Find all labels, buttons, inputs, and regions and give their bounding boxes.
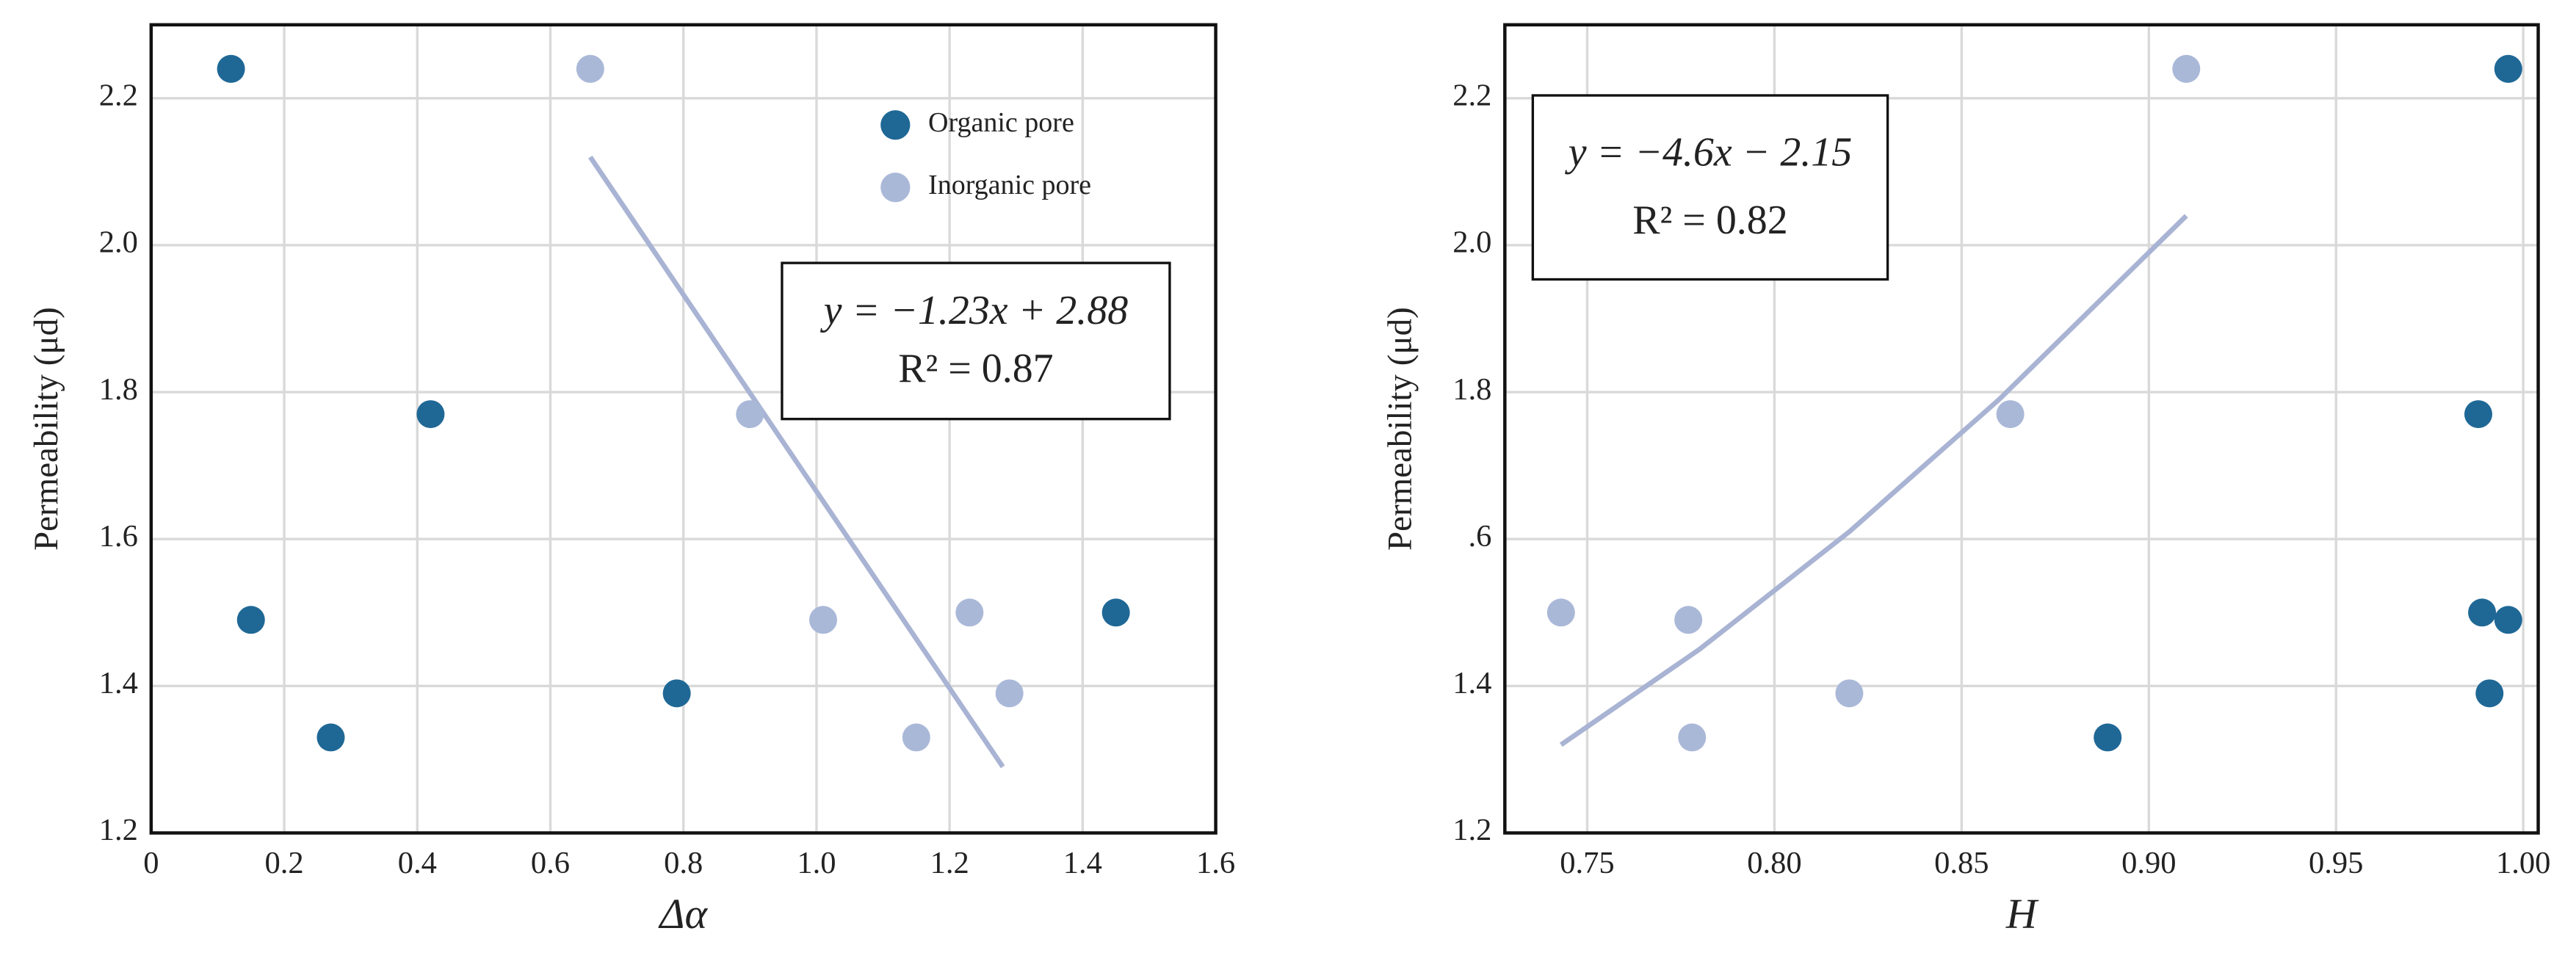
equation-box: [1531, 94, 1889, 281]
data-point: [736, 400, 764, 429]
data-point: [316, 723, 345, 752]
fit-line: [1559, 214, 2188, 747]
data-point: [2475, 679, 2504, 708]
fit-line: [588, 155, 1005, 769]
x-tick-label: 0.4: [398, 846, 437, 880]
plot-frame: [149, 23, 1218, 835]
data-point: [236, 606, 265, 634]
y-tick-label: 2.2: [99, 79, 138, 113]
x-tick-label: 1.0: [797, 846, 836, 880]
equation-text: R² = 0.87: [898, 346, 1053, 391]
data-point: [955, 598, 984, 627]
x-tick-label: 0.75: [1560, 846, 1614, 880]
x-tick-label: 0.90: [2121, 846, 2176, 880]
data-point: [1996, 400, 2025, 429]
y-tick-label: 1.8: [99, 372, 138, 407]
data-point: [1835, 679, 1864, 708]
data-point: [416, 400, 445, 429]
y-axis-label: Permeability (μd): [27, 307, 65, 551]
x-tick-label: 0.6: [531, 846, 570, 880]
x-tick-label: 0: [143, 846, 159, 880]
y-tick-label: 1.4: [1452, 666, 1491, 700]
data-point: [808, 606, 837, 634]
y-tick-label: 1.8: [1452, 372, 1491, 407]
data-point: [2172, 54, 2201, 83]
data-point: [2494, 54, 2522, 83]
data-point: [1101, 598, 1130, 627]
equation-box: [781, 261, 1171, 421]
x-tick-label: 0.8: [664, 846, 703, 880]
x-axis-label: H: [2005, 890, 2039, 938]
y-axis-label: Permeability (μd): [1381, 307, 1419, 551]
legend-marker: [880, 110, 911, 140]
x-tick-label: 1.6: [1196, 846, 1235, 880]
x-tick-label: 0.95: [2309, 846, 2363, 880]
data-point: [2494, 606, 2522, 634]
y-tick-label: 1.6: [99, 519, 138, 554]
x-tick-label: 1.4: [1063, 846, 1102, 880]
x-axis-label: Δα: [658, 890, 708, 938]
data-point: [217, 54, 245, 83]
data-point: [1546, 598, 1575, 627]
y-tick-label: 1.2: [1452, 813, 1491, 847]
data-point: [2464, 400, 2492, 429]
plot-frame: [1503, 23, 2540, 835]
x-tick-label: 0.85: [1934, 846, 1989, 880]
y-tick-label: 2.0: [99, 225, 138, 260]
equation-text: R² = 0.82: [1632, 198, 1787, 243]
data-point: [576, 54, 604, 83]
x-tick-label: 0.80: [1747, 846, 1801, 880]
y-tick-label: 1.4: [99, 666, 138, 700]
legend-label: Organic pore: [928, 107, 1074, 138]
x-tick-label: 0.2: [264, 846, 303, 880]
data-point: [2094, 723, 2122, 752]
legend-marker: [880, 173, 911, 203]
y-tick-label: 2.2: [1452, 79, 1491, 113]
x-tick-label: 1.00: [2496, 846, 2550, 880]
y-tick-label: .6: [1469, 519, 1492, 554]
data-point: [2468, 598, 2497, 627]
data-point: [995, 679, 1024, 708]
y-tick-label: 2.0: [1452, 225, 1491, 260]
data-point: [1678, 723, 1707, 752]
legend-label: Inorganic pore: [928, 170, 1091, 200]
equation-text: y = −4.6x − 2.15: [1565, 129, 1853, 175]
y-tick-label: 1.2: [99, 813, 138, 847]
data-point: [662, 679, 691, 708]
x-tick-label: 1.2: [930, 846, 969, 880]
data-point: [902, 723, 930, 752]
equation-text: y = −1.23x + 2.88: [820, 288, 1129, 333]
data-point: [1674, 606, 1703, 634]
